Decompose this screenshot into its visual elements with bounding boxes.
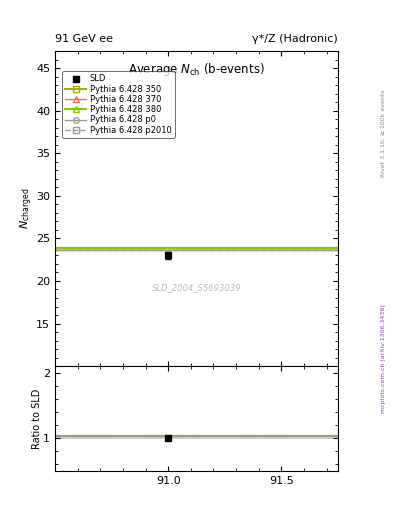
Text: Rivet 3.1.10, ≥ 100k events: Rivet 3.1.10, ≥ 100k events [381, 89, 386, 177]
Text: SLD_2004_S5693039: SLD_2004_S5693039 [152, 283, 241, 292]
Text: mcplots.cern.ch [arXiv:1306.3436]: mcplots.cern.ch [arXiv:1306.3436] [381, 304, 386, 413]
Text: 91 GeV ee: 91 GeV ee [55, 33, 113, 44]
Text: γ*/Z (Hadronic): γ*/Z (Hadronic) [252, 33, 338, 44]
Legend: SLD, Pythia 6.428 350, Pythia 6.428 370, Pythia 6.428 380, Pythia 6.428 p0, Pyth: SLD, Pythia 6.428 350, Pythia 6.428 370,… [62, 71, 174, 138]
Bar [55, 435, 338, 436]
Y-axis label: Ratio to SLD: Ratio to SLD [32, 389, 42, 449]
Y-axis label: $N_\mathrm{charged}$: $N_\mathrm{charged}$ [18, 188, 35, 229]
Bar [55, 247, 338, 249]
Text: Average $N_\mathrm{ch}$ (b-events): Average $N_\mathrm{ch}$ (b-events) [128, 60, 265, 78]
